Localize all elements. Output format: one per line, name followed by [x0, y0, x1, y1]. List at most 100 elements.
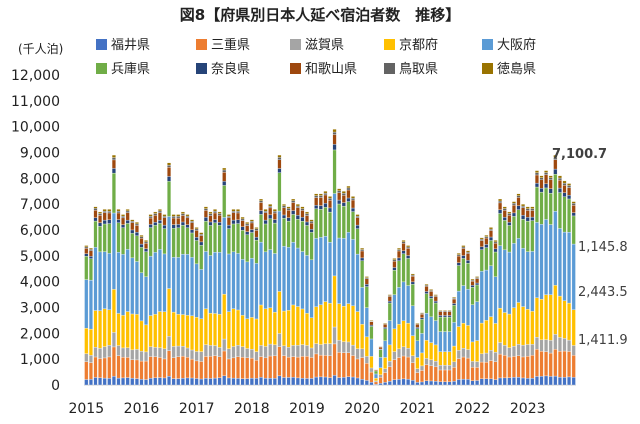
- bar-segment: [148, 214, 153, 217]
- bar-segment: [185, 254, 190, 316]
- bar-segment: [167, 288, 172, 337]
- bar-segment: [125, 210, 130, 213]
- bar-segment: [245, 378, 250, 386]
- bar-segment: [548, 294, 553, 341]
- bar-segment: [351, 305, 355, 346]
- chart-title: 図8【府県別日本人延べ宿泊者数 推移】: [179, 6, 461, 24]
- bar-segment: [548, 376, 553, 386]
- legend-item: 徳島県: [482, 58, 536, 77]
- bar-segment: [318, 205, 323, 210]
- bar-segment: [539, 299, 544, 341]
- bar-segment: [571, 309, 576, 346]
- bar-segment: [521, 205, 526, 208]
- bar-segment: [424, 286, 429, 292]
- bar-segment: [516, 355, 521, 378]
- legend-label: 福井県: [111, 38, 151, 53]
- bar-segment: [351, 211, 355, 240]
- bar-segment: [424, 293, 429, 314]
- bar-segment: [438, 381, 443, 386]
- bar-segment: [424, 364, 429, 381]
- bar-segment: [557, 175, 562, 179]
- bar-segment: [355, 358, 360, 379]
- bar-segment: [544, 351, 549, 377]
- bar-segment: [157, 249, 162, 312]
- bar-segment: [410, 276, 415, 283]
- bar-segment: [429, 291, 434, 297]
- bar-segment: [305, 221, 309, 226]
- bar-segment: [102, 209, 107, 212]
- x-tick-label: 2015: [68, 401, 104, 417]
- bar-segment: [213, 219, 217, 223]
- bar-segment: [134, 232, 139, 236]
- bar-segment: [236, 211, 240, 214]
- bar-segment: [254, 236, 259, 241]
- bar-segment: [144, 251, 149, 277]
- bar-segment: [479, 361, 484, 379]
- bar-segment: [268, 205, 273, 209]
- bar-segment: [351, 207, 355, 212]
- bar-segment: [323, 192, 328, 196]
- bar-segment: [332, 149, 337, 194]
- bar-segment: [277, 168, 282, 173]
- bar-segment: [383, 327, 388, 329]
- bar-segment: [378, 349, 383, 358]
- bar-segment: [534, 170, 539, 173]
- bar-segment: [401, 253, 406, 283]
- bar-segment: [410, 281, 415, 285]
- bar-segment: [539, 191, 544, 225]
- bar-segment: [420, 333, 424, 354]
- bar-segment: [397, 249, 401, 252]
- legend-swatch: [196, 63, 207, 74]
- bar-segment: [259, 304, 263, 346]
- bar-segment: [562, 338, 567, 352]
- bar-segment: [203, 356, 208, 379]
- bar-segment: [557, 192, 562, 229]
- bar-segment: [222, 185, 227, 218]
- bar-segment: [305, 356, 309, 379]
- bar-segment: [259, 345, 263, 357]
- bar-segment: [277, 172, 282, 212]
- bar-segment: [203, 206, 208, 209]
- bar-segment: [139, 360, 144, 380]
- bar-segment: [346, 303, 351, 343]
- bar-segment: [180, 345, 185, 357]
- bar-segment: [548, 192, 553, 225]
- bar-segment: [438, 331, 443, 352]
- bar-segment: [557, 351, 562, 378]
- bar-segment: [309, 259, 314, 318]
- bar-segment: [318, 344, 323, 356]
- bar-segment: [571, 355, 576, 378]
- bar-segment: [328, 211, 332, 243]
- bar-segment: [263, 209, 268, 212]
- bar-segment: [157, 212, 162, 221]
- legend-swatch: [482, 39, 493, 50]
- y-tick-label: 10,000: [11, 120, 60, 136]
- bar-segment: [534, 349, 539, 377]
- bar-segment: [139, 379, 144, 386]
- bar-segment: [203, 378, 208, 386]
- bar-segment: [84, 256, 89, 280]
- bar-segment: [429, 380, 434, 386]
- bar-segment: [392, 258, 397, 260]
- bar-segment: [488, 360, 493, 380]
- bar-segment: [121, 357, 126, 379]
- bar-segment: [167, 176, 172, 182]
- bar-segment: [295, 247, 300, 307]
- bar-segment: [259, 214, 263, 243]
- bar-segment: [286, 347, 291, 358]
- bar-segment: [171, 378, 176, 386]
- bar-segment: [534, 376, 539, 386]
- bar-segment: [272, 212, 277, 220]
- bar-segment: [277, 157, 282, 160]
- bar-segment: [392, 294, 397, 330]
- bar-segment: [553, 174, 558, 212]
- bar-segment: [525, 309, 530, 345]
- bar-segment: [415, 340, 420, 358]
- bar-segment: [364, 336, 369, 357]
- bar-segment: [328, 242, 332, 304]
- bar-segment: [291, 345, 296, 357]
- bar-segment: [249, 348, 254, 359]
- bar-segment: [346, 201, 351, 233]
- bar-segment: [144, 351, 149, 362]
- bar-segment: [116, 377, 121, 386]
